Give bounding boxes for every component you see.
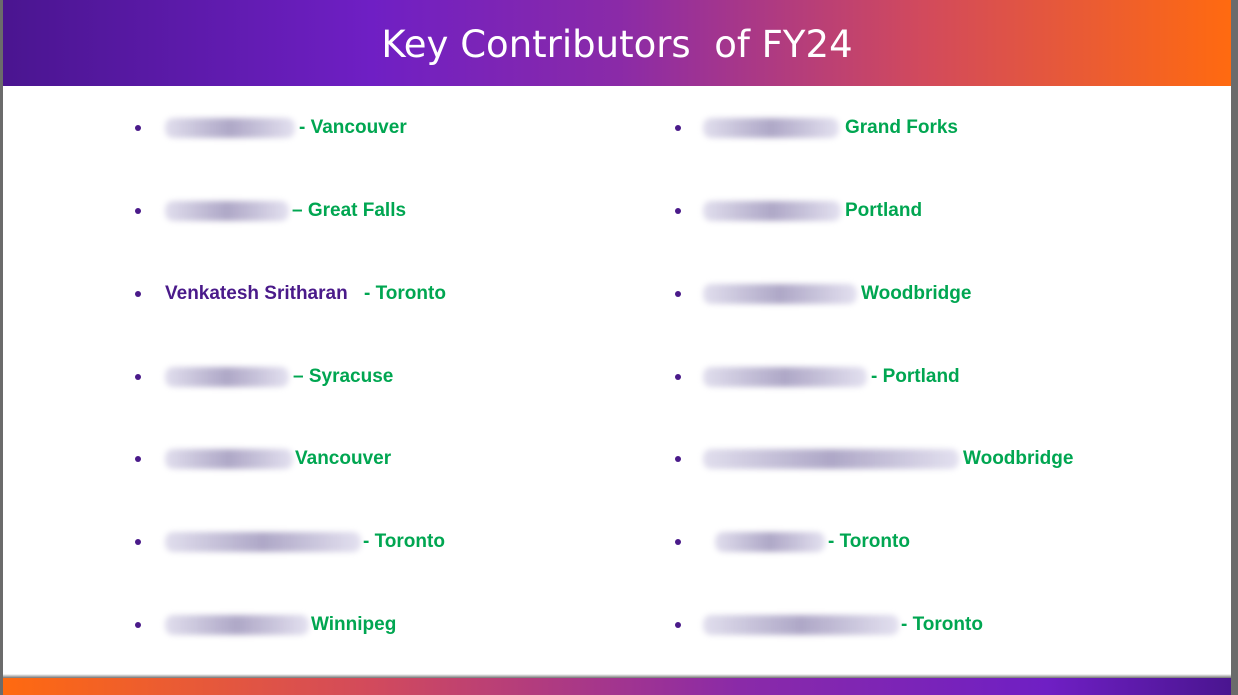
redacted-name — [703, 201, 841, 221]
contributor-location: Vancouver — [295, 446, 391, 472]
bullet-icon — [135, 125, 141, 131]
contributor-location: Grand Forks — [845, 115, 958, 141]
redacted-name — [165, 367, 289, 387]
redacted-name — [703, 615, 899, 635]
slide: Key Contributors of FY24 - Vancouver – G… — [3, 0, 1231, 695]
bullet-icon — [675, 374, 681, 380]
redacted-name — [165, 201, 289, 221]
bullet-icon — [675, 208, 681, 214]
contributor-location: Portland — [845, 198, 922, 224]
bullet-icon — [135, 539, 141, 545]
contributor-location: - Toronto — [363, 529, 445, 555]
title-banner: Key Contributors of FY24 — [3, 0, 1231, 86]
contributor-location: - Toronto — [364, 281, 446, 307]
redacted-name — [165, 615, 309, 635]
list-item: Woodbridge — [675, 281, 1155, 307]
slide-title: Key Contributors of FY24 — [3, 0, 1231, 86]
redacted-name — [703, 284, 857, 304]
contributor-location: Woodbridge — [963, 446, 1073, 472]
list-item: – Great Falls — [135, 198, 555, 224]
redacted-name — [165, 532, 361, 552]
contributor-location: Woodbridge — [861, 281, 971, 307]
contributor-location: – Great Falls — [292, 198, 406, 224]
contributor-location: Winnipeg — [311, 612, 396, 638]
contributor-name: Venkatesh Sritharan — [165, 281, 348, 307]
redacted-name — [703, 449, 959, 469]
bullet-icon — [675, 456, 681, 462]
contributor-location: - Toronto — [901, 612, 983, 638]
redacted-name — [165, 118, 295, 138]
list-item: Portland — [675, 198, 1155, 224]
redacted-name — [165, 449, 293, 469]
bullet-icon — [135, 208, 141, 214]
list-item: - Toronto — [675, 529, 1155, 555]
footer-band — [3, 678, 1231, 695]
contributor-location: - Toronto — [828, 529, 910, 555]
list-item: - Vancouver — [135, 115, 555, 141]
redacted-name — [715, 532, 825, 552]
bullet-icon — [135, 291, 141, 297]
list-item: - Portland — [675, 364, 1155, 390]
list-item: Woodbridge — [675, 446, 1155, 472]
contributor-location: – Syracuse — [293, 364, 393, 390]
list-item: Venkatesh Sritharan - Toronto — [135, 281, 555, 307]
list-item: - Toronto — [675, 612, 1155, 638]
list-item: - Toronto — [135, 529, 555, 555]
bullet-icon — [675, 291, 681, 297]
list-item: Grand Forks — [675, 115, 1155, 141]
contributor-location: - Vancouver — [299, 115, 407, 141]
list-item: Winnipeg — [135, 612, 555, 638]
bullet-icon — [135, 622, 141, 628]
list-item: – Syracuse — [135, 364, 555, 390]
bullet-icon — [135, 374, 141, 380]
bullet-icon — [675, 622, 681, 628]
bullet-icon — [675, 125, 681, 131]
contributor-location: - Portland — [871, 364, 960, 390]
bullet-icon — [135, 456, 141, 462]
list-item: Vancouver — [135, 446, 555, 472]
redacted-name — [703, 367, 867, 387]
bullet-icon — [675, 539, 681, 545]
redacted-name — [703, 118, 839, 138]
